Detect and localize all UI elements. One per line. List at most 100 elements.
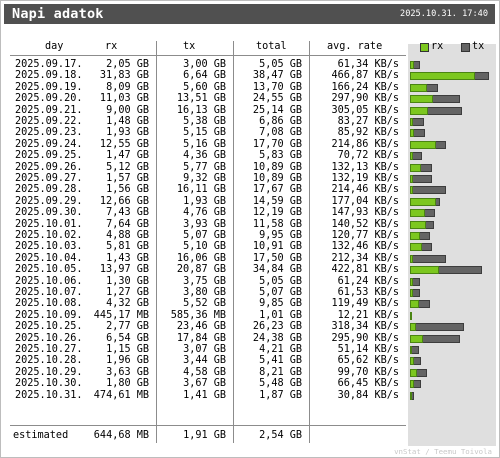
tx-bar	[410, 323, 464, 331]
table-cell-day: 2025.10.02.	[15, 230, 83, 241]
rx-bar	[410, 289, 413, 297]
table-cell-avg: 297,90 KB/s	[331, 93, 399, 104]
table-cell-tx: 3,93 GB	[183, 219, 226, 230]
table-cell-rx: 1,43 GB	[106, 253, 149, 264]
table-cell-rx: 9,00 GB	[106, 105, 149, 116]
rx-bar	[410, 232, 420, 240]
rx-bar	[410, 209, 425, 217]
table-cell-total: 6,86 GB	[259, 116, 302, 127]
table-cell-total: 8,21 GB	[259, 367, 302, 378]
table-cell-avg: 295,90 KB/s	[331, 333, 399, 344]
header-total: total	[256, 41, 287, 52]
table-cell-rx: 7,64 GB	[106, 219, 149, 230]
table-cell-tx: 13,51 GB	[176, 93, 226, 104]
estimated-tx: 1,91 GB	[183, 430, 226, 441]
rx-bar	[410, 186, 413, 194]
table-cell-day: 2025.09.17.	[15, 59, 83, 70]
table-cell-total: 5,83 GB	[259, 150, 302, 161]
table-cell-day: 2025.10.05.	[15, 264, 83, 275]
table-cell-day: 2025.09.24.	[15, 139, 83, 150]
table-cell-total: 17,70 GB	[252, 139, 302, 150]
table-cell-avg: 214,86 KB/s	[331, 139, 399, 150]
table-cell-rx: 5,12 GB	[106, 162, 149, 173]
table-cell-tx: 3,44 GB	[183, 355, 226, 366]
rx-bar	[410, 357, 414, 365]
rx-bar	[410, 312, 412, 320]
table-cell-avg: 214,46 KB/s	[331, 184, 399, 195]
tx-bar	[410, 255, 446, 263]
column-divider-rx-tx	[156, 41, 157, 443]
estimated-rx: 644,68 MB	[93, 430, 149, 441]
table-cell-avg: 422,81 KB/s	[331, 264, 399, 275]
table-cell-avg: 318,34 KB/s	[331, 321, 399, 332]
table-cell-rx: 7,43 GB	[106, 207, 149, 218]
table-cell-total: 5,07 GB	[259, 287, 302, 298]
rx-bar	[410, 300, 419, 308]
table-cell-total: 34,84 GB	[252, 264, 302, 275]
tx-bar	[410, 186, 446, 194]
table-cell-avg: 140,52 KB/s	[331, 219, 399, 230]
table-cell-day: 2025.09.21.	[15, 105, 83, 116]
table-cell-avg: 177,04 KB/s	[331, 196, 399, 207]
table-cell-tx: 5,07 GB	[183, 230, 226, 241]
table-cell-total: 10,89 GB	[252, 162, 302, 173]
table-cell-rx: 1,56 GB	[106, 184, 149, 195]
estimated-label: estimated	[13, 430, 69, 441]
rx-bar	[410, 255, 413, 263]
rx-bar	[410, 129, 414, 137]
table-cell-day: 2025.10.31.	[15, 390, 83, 401]
table-cell-rx: 12,66 GB	[99, 196, 149, 207]
table-cell-avg: 120,77 KB/s	[331, 230, 399, 241]
table-cell-total: 25,14 GB	[252, 105, 302, 116]
table-cell-day: 2025.10.08.	[15, 298, 83, 309]
table-cell-tx: 20,87 GB	[176, 264, 226, 275]
footer-credit: vnStat / Teemu Toivola	[394, 447, 492, 456]
table-cell-avg: 119,49 KB/s	[331, 298, 399, 309]
table-cell-day: 2025.09.23.	[15, 127, 83, 138]
table-cell-rx: 2,77 GB	[106, 321, 149, 332]
table-cell-tx: 5,38 GB	[183, 116, 226, 127]
table-cell-avg: 466,87 KB/s	[331, 70, 399, 81]
rx-bar	[410, 72, 475, 80]
rx-bar	[410, 323, 416, 331]
table-cell-day: 2025.09.25.	[15, 150, 83, 161]
rx-bar	[410, 392, 412, 400]
table-cell-day: 2025.10.03.	[15, 241, 83, 252]
legend-tx-swatch	[461, 43, 470, 52]
table-cell-avg: 12,21 KB/s	[337, 310, 399, 321]
legend-tx-label: tx	[472, 41, 485, 52]
table-cell-total: 17,67 GB	[252, 184, 302, 195]
table-cell-day: 2025.10.01.	[15, 219, 83, 230]
table-cell-tx: 3,00 GB	[183, 59, 226, 70]
table-cell-tx: 3,67 GB	[183, 378, 226, 389]
table-cell-total: 17,50 GB	[252, 253, 302, 264]
table-cell-total: 26,23 GB	[252, 321, 302, 332]
header-rx: rx	[105, 41, 118, 52]
table-cell-day: 2025.10.28.	[15, 355, 83, 366]
table-cell-tx: 5,60 GB	[183, 82, 226, 93]
table-cell-avg: 61,34 KB/s	[337, 59, 399, 70]
rx-bar	[410, 335, 423, 343]
table-cell-rx: 1,80 GB	[106, 378, 149, 389]
rx-bar	[410, 346, 412, 354]
estimated-divider	[10, 425, 406, 426]
tx-bar	[410, 175, 432, 183]
table-cell-total: 1,01 GB	[259, 310, 302, 321]
table-cell-rx: 6,54 GB	[106, 333, 149, 344]
table-cell-rx: 4,32 GB	[106, 298, 149, 309]
table-cell-rx: 11,03 GB	[99, 93, 149, 104]
table-cell-avg: 61,24 KB/s	[337, 276, 399, 287]
rx-bar	[410, 221, 426, 229]
table-cell-rx: 1,96 GB	[106, 355, 149, 366]
table-cell-day: 2025.09.29.	[15, 196, 83, 207]
table-cell-day: 2025.09.18.	[15, 70, 83, 81]
table-cell-total: 24,38 GB	[252, 333, 302, 344]
table-cell-total: 7,08 GB	[259, 127, 302, 138]
table-cell-rx: 1,30 GB	[106, 276, 149, 287]
rx-bar	[410, 84, 427, 92]
page-title: Napi adatok	[12, 6, 104, 22]
column-divider-total-avg	[309, 41, 310, 443]
table-cell-rx: 2,05 GB	[106, 59, 149, 70]
table-cell-day: 2025.10.25.	[15, 321, 83, 332]
table-cell-rx: 8,09 GB	[106, 82, 149, 93]
